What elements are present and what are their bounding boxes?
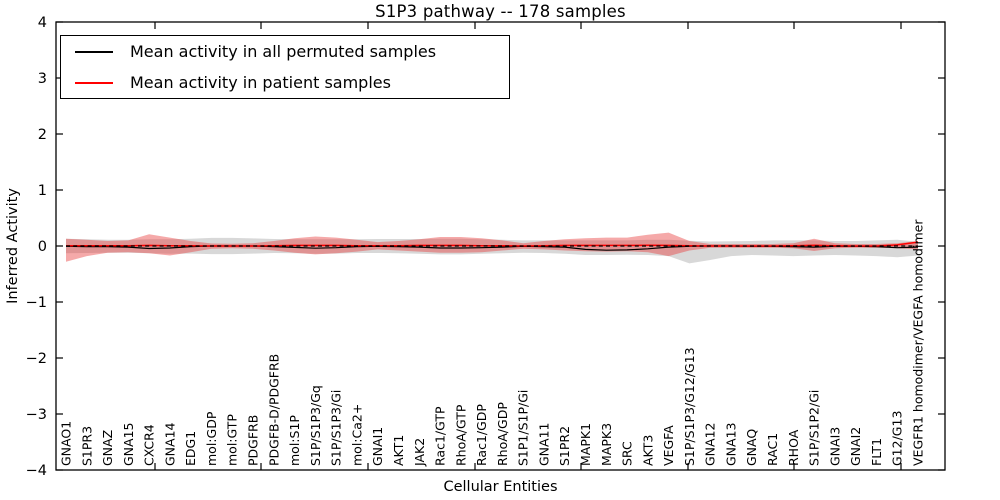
x-tick-label: Rac1/GDP [474,404,489,466]
x-tick-label: GNA14 [162,422,177,466]
patient-line-swatch [75,81,113,84]
x-tick-label: FLT1 [869,438,884,466]
x-tick-label: mol:Ca2+ [349,404,364,466]
x-tick-label: EDG1 [183,431,198,466]
x-tick-label: GNA11 [536,423,551,467]
y-tick-label: −2 [26,351,47,367]
y-tick-label: −4 [26,463,47,479]
x-tick-label: mol:S1P [287,415,302,466]
x-tick-label: GNAI1 [370,427,385,466]
x-tick-label: S1PR3 [79,426,94,466]
x-tick-label: MAPK3 [599,423,614,466]
legend-entry-permuted: Mean activity in all permuted samples [61,36,509,67]
y-tick-label: 1 [38,183,47,199]
x-tick-label: S1P/S1P3/Gi [329,390,344,466]
y-tick-label: −1 [26,295,47,311]
x-tick-label: CXCR4 [142,424,157,466]
x-tick-label: RhoA/GDP [495,402,510,466]
x-tick-label: G12/G13 [890,411,905,466]
x-tick-label: GNA12 [703,423,718,467]
permuted-std-band [66,237,918,264]
x-tick-label: JAK2 [412,438,427,467]
x-tick-label: S1P/S1P2/Gi [807,390,822,466]
x-tick-label: VEGFA [661,425,676,466]
x-tick-label: mol:GDP [204,411,219,466]
x-tick-label: S1PR2 [557,426,572,466]
x-tick-label: MAPK1 [578,423,593,466]
x-axis-label: Cellular Entities [443,479,558,495]
x-tick-label: RAC1 [765,433,780,466]
legend-entry-patient: Mean activity in patient samples [61,67,509,98]
x-tick-label: S1P1/S1P/Gi [516,390,531,466]
y-tick-label: 2 [38,127,47,143]
y-tick-label: 0 [38,239,47,255]
legend-label: Mean activity in all permuted samples [130,42,437,61]
x-tick-label: GNA15 [121,423,136,467]
x-tick-label: S1P/S1P3/G12/G13 [682,347,697,466]
x-tick-label: Rac1/GTP [433,406,448,466]
permuted-line-swatch [75,50,113,53]
y-tick-label: 3 [38,71,47,87]
x-tick-label: GNAZ [100,430,115,466]
y-tick-label: 4 [38,15,47,31]
legend: Mean activity in all permuted samples Me… [60,35,510,99]
x-tick-label: GNAQ [744,429,759,466]
x-tick-label: RhoA/GTP [453,404,468,466]
y-tick-label: −3 [26,407,47,423]
x-tick-label: PDGFB-D/PDGFRB [266,354,281,466]
x-tick-label: GNAO1 [59,421,74,466]
x-tick-label: SRC [620,441,635,466]
x-tick-label: AKT3 [640,435,655,466]
legend-label: Mean activity in patient samples [130,73,391,92]
x-tick-label: RHOA [786,429,801,466]
chart-title: S1P3 pathway -- 178 samples [375,2,626,21]
x-tick-label: GNA13 [724,423,739,467]
x-tick-label: GNAI3 [827,427,842,466]
x-tick-label: PDGFRB [246,415,261,466]
x-tick-label: VEGFR1 homodimer/VEGFA homodimer [911,219,926,466]
x-tick-label: GNAI2 [848,427,863,466]
x-tick-label: mol:GTP [225,414,240,466]
x-tick-label: AKT1 [391,435,406,466]
x-tick-label: S1P/S1P3/Gq [308,385,323,466]
